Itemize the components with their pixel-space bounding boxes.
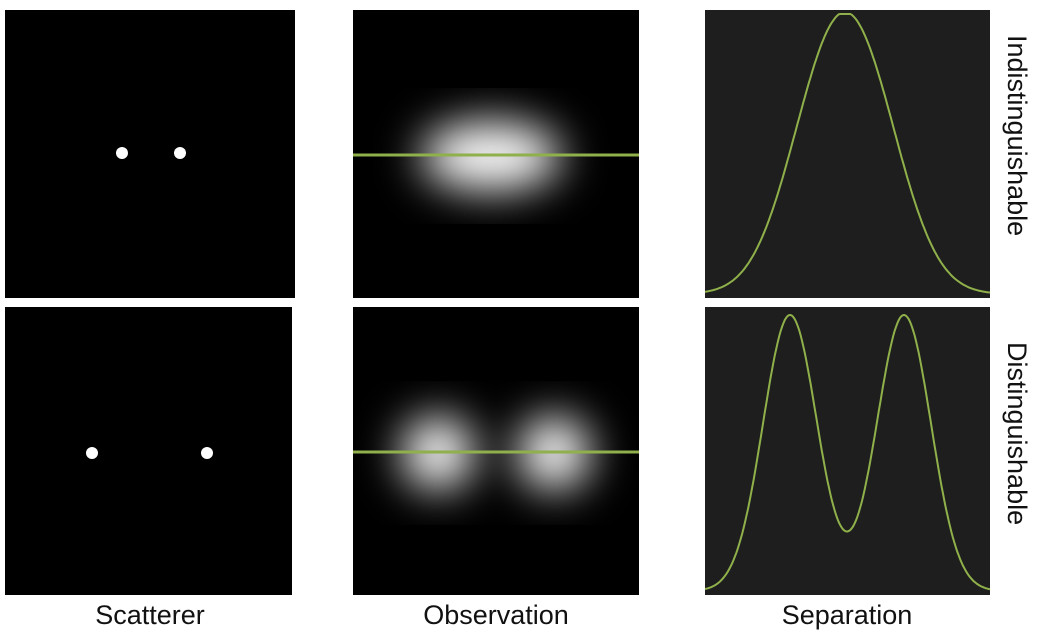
row-label-indistinguishable: Indistinguishable	[1002, 35, 1032, 237]
scatterer-point	[116, 147, 128, 159]
scatterer-point	[174, 147, 186, 159]
column-label-scatterer: Scatterer	[95, 600, 205, 630]
separation-profile-distinguishable	[705, 307, 990, 595]
scatterer-panel-indistinguishable	[5, 10, 295, 298]
row-label-distinguishable: Distinguishable	[1002, 342, 1032, 526]
observation-panel-indistinguishable	[353, 10, 639, 298]
scatterer-point	[201, 447, 213, 459]
intensity-profile-curve	[705, 13, 990, 294]
column-label-observation: Observation	[423, 600, 569, 630]
intensity-profile-curve	[705, 313, 990, 591]
separation-profile-indistinguishable	[705, 10, 990, 298]
scatterer-panel-distinguishable	[5, 307, 292, 595]
column-label-separation: Separation	[781, 600, 913, 630]
observation-panel-distinguishable	[353, 307, 639, 595]
scatterer-point	[86, 447, 98, 459]
